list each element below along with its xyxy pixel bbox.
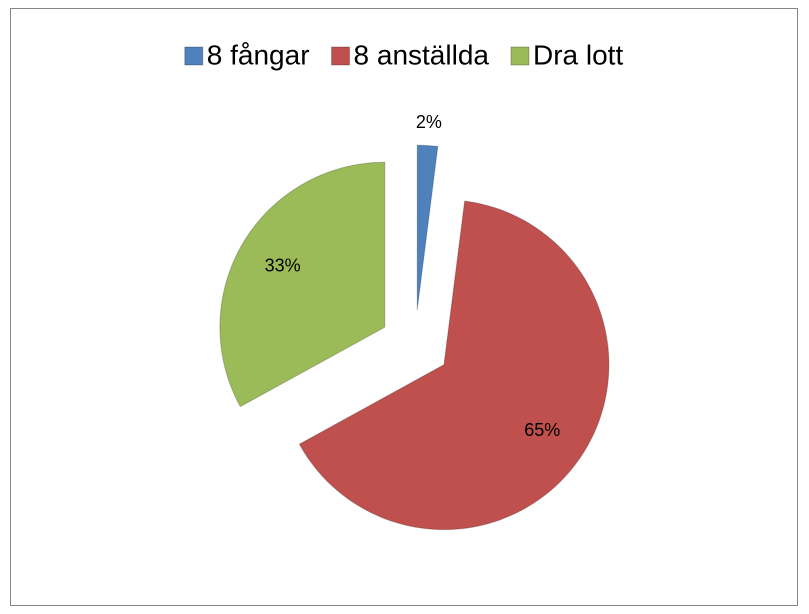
pie: 2% 65% 33% [219,112,610,531]
legend-swatch [510,46,530,66]
legend: 8 fångar 8 anställda Dra lott [184,39,623,70]
legend-swatch [331,46,351,66]
pie-slice [298,200,610,531]
legend-label: 8 anställda [354,39,490,70]
pie-slice [219,161,386,408]
pie-slice [416,144,439,311]
legend-label: Dra lott [533,39,623,70]
legend-label: 8 fångar [207,39,310,70]
legend-swatch [184,46,204,66]
slice-label: 65% [524,420,560,440]
slice-label: 2% [416,112,442,132]
slice-label: 33% [265,255,301,275]
